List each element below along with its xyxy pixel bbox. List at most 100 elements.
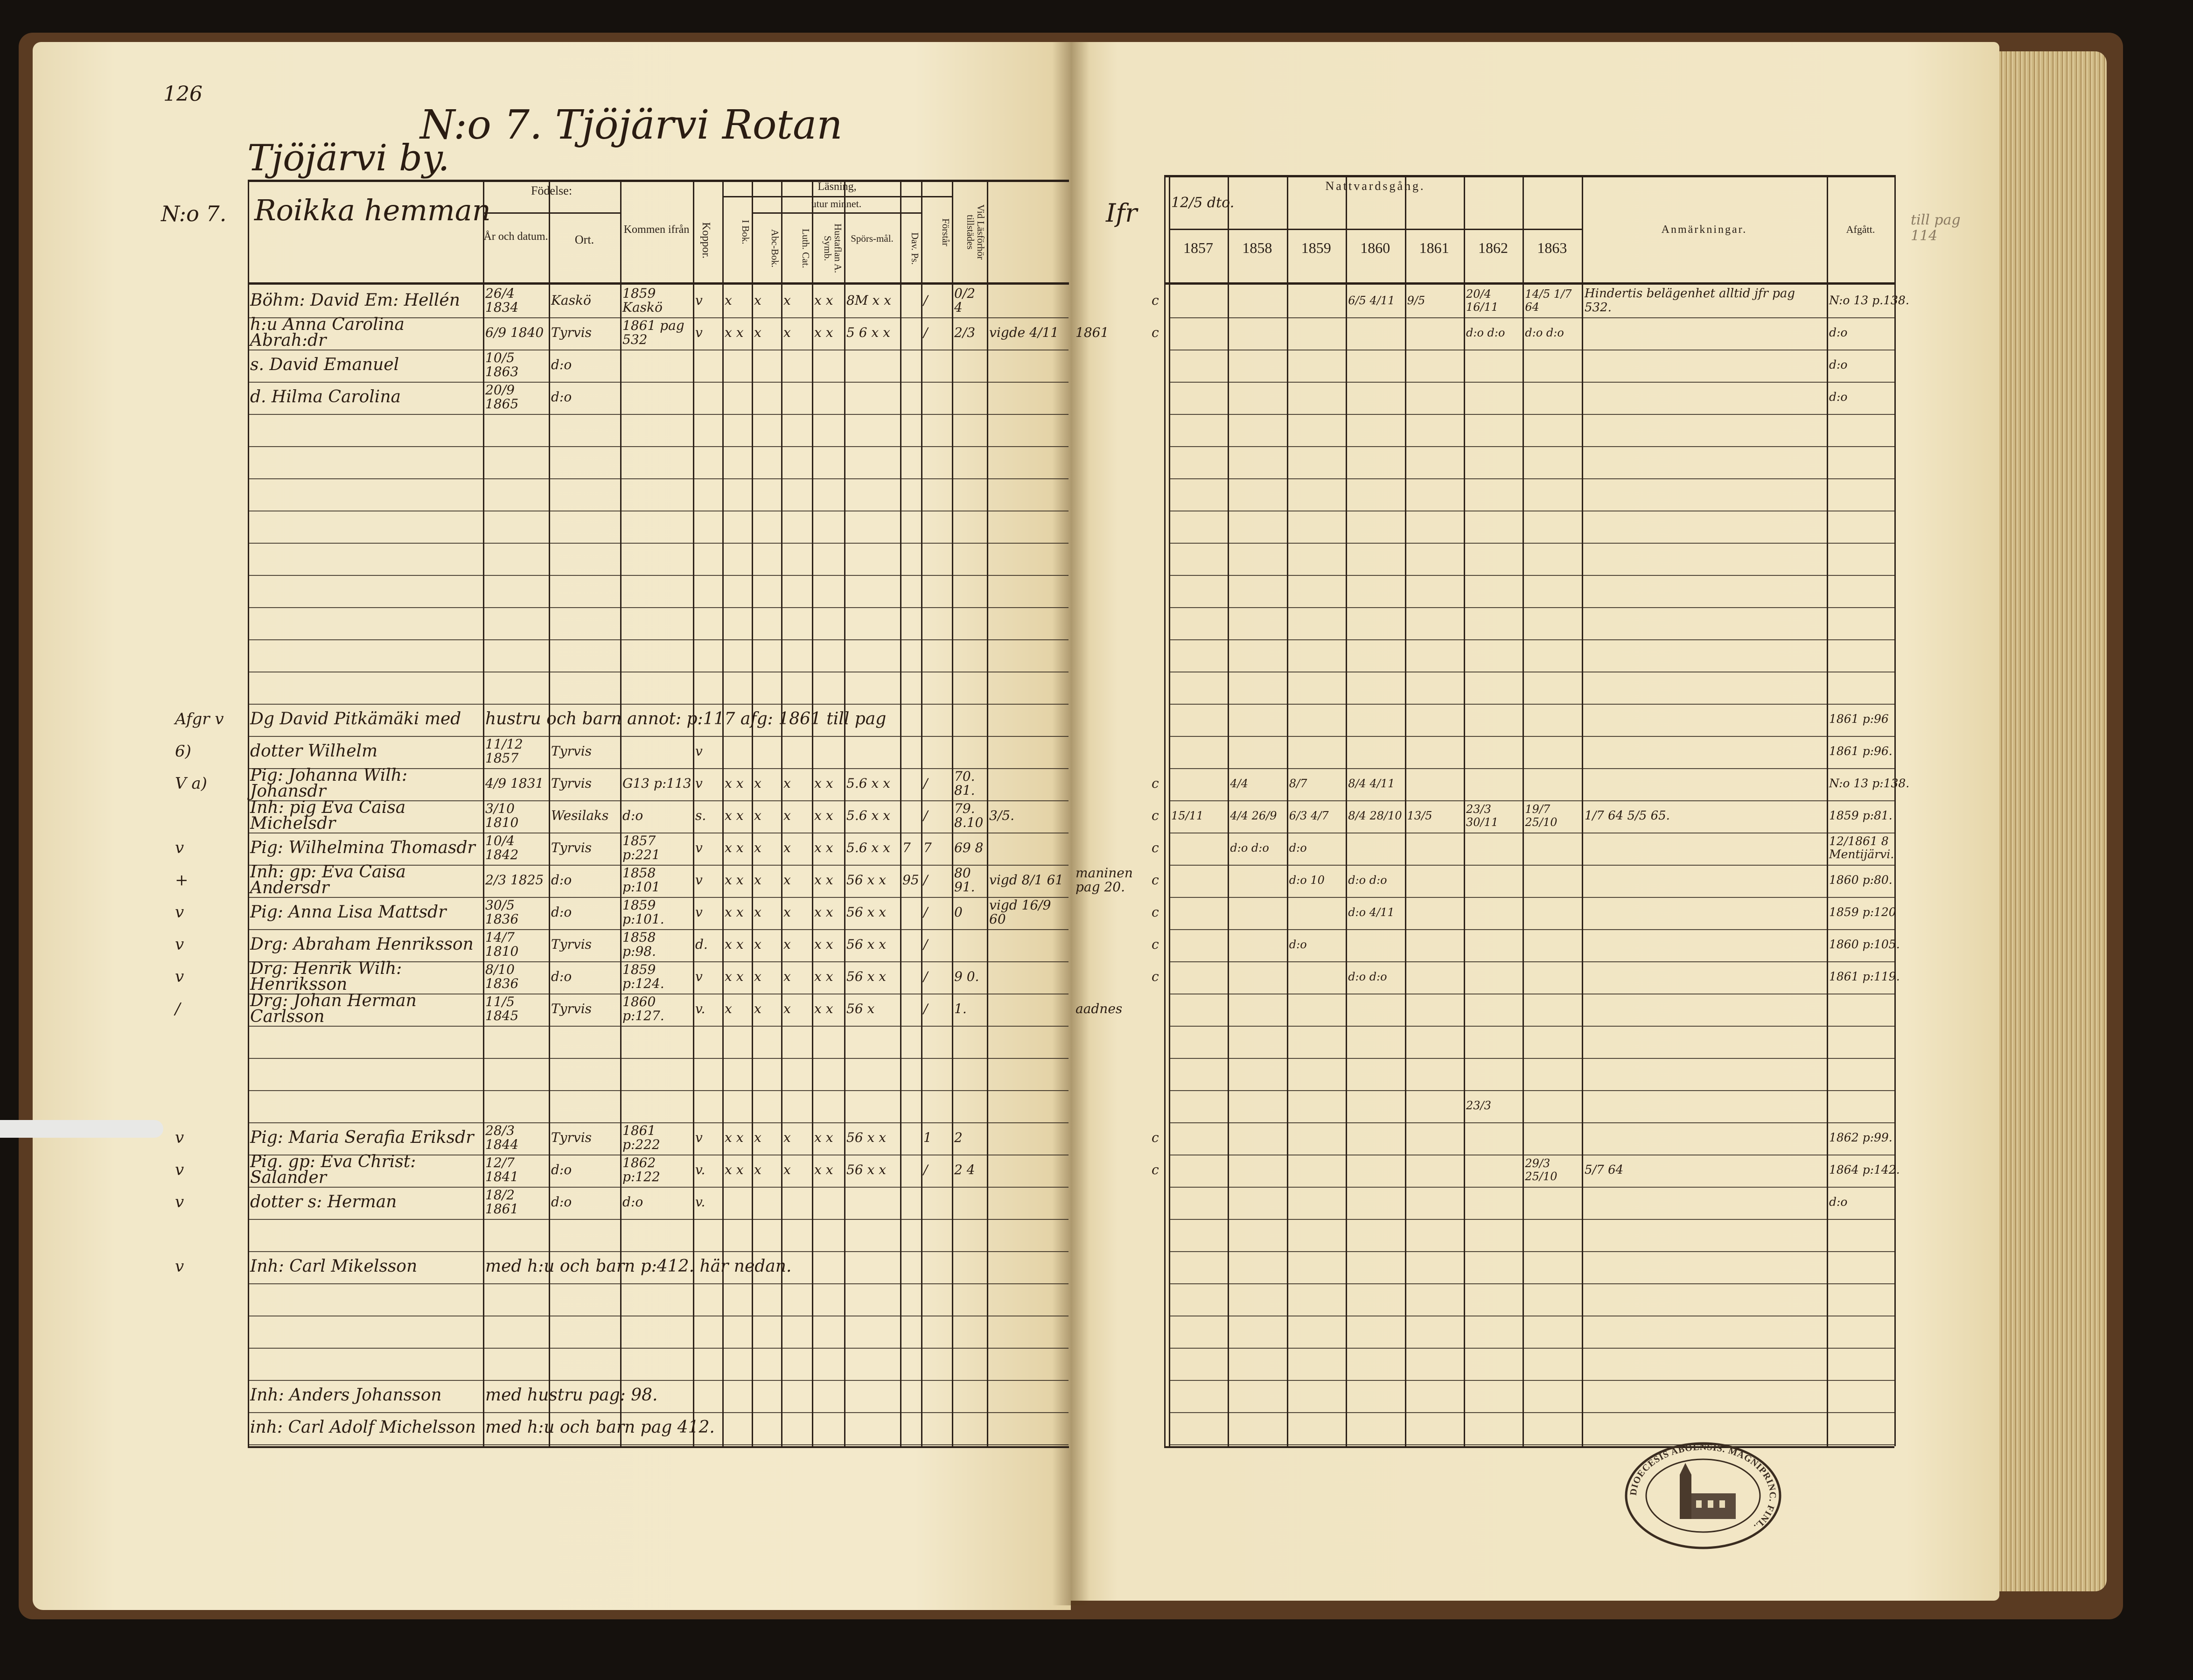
header-top-rule-right <box>1164 175 1894 177</box>
cell-afgatt: 1864 p:142. <box>1829 1162 1900 1176</box>
cell-afgatt: 1860 p:80. <box>1829 873 1893 887</box>
column-rule <box>900 180 901 1446</box>
row-rule <box>248 1283 1069 1284</box>
row-rule <box>1169 543 1894 544</box>
cell-luth: x <box>783 775 791 791</box>
cell-vid: 2 4 <box>954 1162 975 1177</box>
header-ibok: I Bok. <box>740 220 751 245</box>
cell-luth: x <box>783 904 791 920</box>
cell-forstar: / <box>923 775 928 791</box>
cell-abc: x <box>754 292 761 308</box>
cell-name: Dg David Pitkämäki med <box>250 709 461 728</box>
cell-nattvard-1863: 29/3 25/10 <box>1525 1156 1557 1183</box>
cell-extra: vigd 8/1 61 <box>989 872 1064 888</box>
left-page <box>33 42 1071 1610</box>
village-name: Tjöjärvi by. <box>247 137 450 179</box>
cell-koppor: v <box>695 968 703 984</box>
row-mark: v <box>175 903 184 922</box>
cell-vid: 1. <box>954 1001 967 1016</box>
cell-husta: x x <box>814 1001 833 1016</box>
cell-koppor: v <box>695 324 703 340</box>
cell-afgatt: d:o <box>1829 1195 1848 1209</box>
row-rule <box>248 1348 1069 1349</box>
row-rule <box>248 382 1069 383</box>
header-year-1857: 1857 <box>1183 239 1213 256</box>
header-abc: Abc-Bok. <box>769 229 781 268</box>
cell-nattvard-1862: 23/3 30/11 <box>1466 802 1499 829</box>
cell-vid: 79. 8.10 <box>954 800 984 830</box>
column-rule <box>987 180 988 1446</box>
cell-vid: 2 <box>954 1129 963 1145</box>
cell-nattvard-1859: d:o 10 <box>1289 873 1325 887</box>
cell-afgatt: d:o <box>1829 390 1848 404</box>
cell-forstar: / <box>923 872 928 888</box>
cell-koppor: v. <box>695 1194 705 1210</box>
fodelse-rule <box>483 212 620 214</box>
cell-from: 1860 p:127. <box>622 994 664 1023</box>
cell-born: 11/12 1857 <box>485 736 523 766</box>
header-anmarkningar: Anmärkningar. <box>1661 224 1747 236</box>
cell-place: Tyrvis <box>551 775 592 791</box>
row-rule <box>248 478 1069 479</box>
cell-nattvard-1860: 8/4 28/10 <box>1348 809 1402 822</box>
cell-abc: x <box>754 775 761 791</box>
cell-c-mark: c <box>1152 872 1159 888</box>
header-nattvard: Nattvardsgång. <box>1325 179 1425 193</box>
row-rule <box>248 639 1069 640</box>
cell-name: d. Hilma Carolina <box>250 387 401 406</box>
cell-from: 1858 p:98. <box>622 929 656 959</box>
cell-ifr: 1861 <box>1076 324 1109 340</box>
column-rule <box>844 180 845 1446</box>
header-kommen: Kommen ifrån <box>623 224 690 236</box>
cell-born: 3/10 1810 <box>485 800 519 830</box>
cell-forstar: / <box>923 968 928 984</box>
cell-nattvard-1858: 4/4 <box>1230 777 1249 790</box>
cell-luth: x <box>783 292 791 308</box>
cell-koppor: s. <box>695 807 706 823</box>
header-year-1860: 1860 <box>1360 239 1390 256</box>
cell-from: 1857 p:221 <box>622 833 660 862</box>
row-rule <box>248 1026 1069 1027</box>
column-rule <box>620 180 622 1446</box>
row-rule <box>1169 800 1894 801</box>
cell-abc: x <box>754 1162 761 1177</box>
cell-name: Pig: Johanna Wilh: Johansdr <box>250 765 408 801</box>
cell-nattvard-1860: d:o d:o <box>1348 873 1387 887</box>
row-rule <box>248 897 1069 898</box>
cell-spors: 5.6 x x <box>846 775 890 791</box>
cell-nattvard-1862: d:o d:o <box>1466 326 1505 339</box>
cell-husta: x x <box>814 968 833 984</box>
row-mark: v <box>175 1257 184 1276</box>
row-note: med h:u och barn pag 412. <box>485 1417 715 1437</box>
cell-husta: x x <box>814 904 833 920</box>
cell-ibok: x <box>725 292 732 308</box>
header-forstar: Förstår <box>940 218 951 246</box>
row-rule <box>1169 478 1894 479</box>
cell-spors: 56 x <box>846 1001 875 1016</box>
cell-c-mark: c <box>1152 904 1159 920</box>
cell-forstar: / <box>923 324 928 340</box>
cell-vid: 0 <box>954 904 963 920</box>
cell-name: Inh: Anders Johansson <box>250 1385 442 1405</box>
column-rule <box>248 180 249 1446</box>
cell-place: d:o <box>551 357 572 372</box>
cell-from: d:o <box>622 1194 643 1210</box>
row-rule <box>248 736 1069 737</box>
cell-born: 12/7 1841 <box>485 1155 519 1184</box>
cell-nattvard-1863: 19/7 25/10 <box>1525 802 1557 829</box>
row-mark: v <box>175 967 184 986</box>
cell-name: Böhm: David Em: Hellén <box>250 290 460 310</box>
cell-vid: 2/3 <box>954 324 976 340</box>
cell-spors: 5 6 x x <box>846 324 890 340</box>
cell-forstar: / <box>923 292 928 308</box>
cell-born: 30/5 1836 <box>485 897 519 927</box>
cell-extra: 3/5. <box>989 807 1014 823</box>
cell-forstar: / <box>923 1001 928 1016</box>
cell-name: h:u Anna Carolina Abrah:dr <box>250 315 405 350</box>
cell-nattvard-1858: d:o d:o <box>1230 841 1269 854</box>
cell-afgatt: 1861 p:96. <box>1829 744 1893 758</box>
church-stamp-icon: DIOECESIS ABOENSIS. MAGNIPRINC. FINL. <box>1625 1442 1781 1549</box>
cell-dav: 95 <box>902 872 919 888</box>
right-page <box>1071 42 1999 1601</box>
cell-born: 20/9 1865 <box>485 382 519 412</box>
